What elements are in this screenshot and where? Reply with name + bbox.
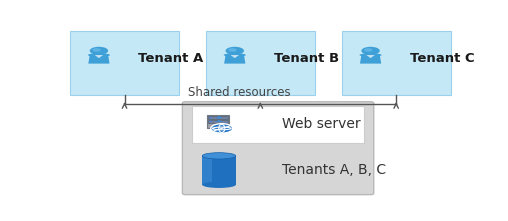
FancyBboxPatch shape (207, 115, 229, 128)
Text: Tenant A: Tenant A (138, 52, 204, 65)
Circle shape (209, 121, 212, 122)
Polygon shape (360, 55, 381, 64)
Circle shape (211, 124, 233, 133)
Circle shape (364, 48, 372, 52)
Polygon shape (231, 55, 239, 58)
Circle shape (209, 117, 212, 118)
Circle shape (92, 48, 101, 52)
Ellipse shape (88, 53, 110, 57)
Ellipse shape (224, 53, 246, 57)
Circle shape (228, 48, 237, 52)
Text: Tenants A, B, C: Tenants A, B, C (282, 163, 386, 177)
FancyBboxPatch shape (202, 156, 212, 185)
FancyBboxPatch shape (202, 156, 236, 185)
Text: Shared resources: Shared resources (187, 86, 290, 99)
Ellipse shape (202, 153, 236, 159)
FancyBboxPatch shape (192, 106, 364, 143)
Text: Web server: Web server (282, 117, 361, 131)
Circle shape (226, 47, 244, 55)
Polygon shape (224, 55, 245, 64)
Ellipse shape (202, 182, 236, 188)
Ellipse shape (360, 53, 382, 57)
FancyBboxPatch shape (182, 102, 374, 195)
Circle shape (361, 47, 380, 55)
Text: Tenant B: Tenant B (274, 52, 339, 65)
Circle shape (90, 47, 108, 55)
Text: Tenant C: Tenant C (410, 52, 474, 65)
FancyBboxPatch shape (208, 116, 228, 119)
FancyBboxPatch shape (218, 116, 219, 119)
Polygon shape (88, 55, 110, 64)
FancyBboxPatch shape (216, 121, 221, 122)
FancyBboxPatch shape (208, 120, 228, 123)
Polygon shape (366, 55, 375, 58)
FancyBboxPatch shape (206, 31, 314, 95)
FancyBboxPatch shape (218, 120, 219, 122)
FancyBboxPatch shape (342, 31, 451, 95)
FancyBboxPatch shape (216, 117, 221, 118)
FancyBboxPatch shape (70, 31, 179, 95)
Polygon shape (94, 55, 103, 58)
